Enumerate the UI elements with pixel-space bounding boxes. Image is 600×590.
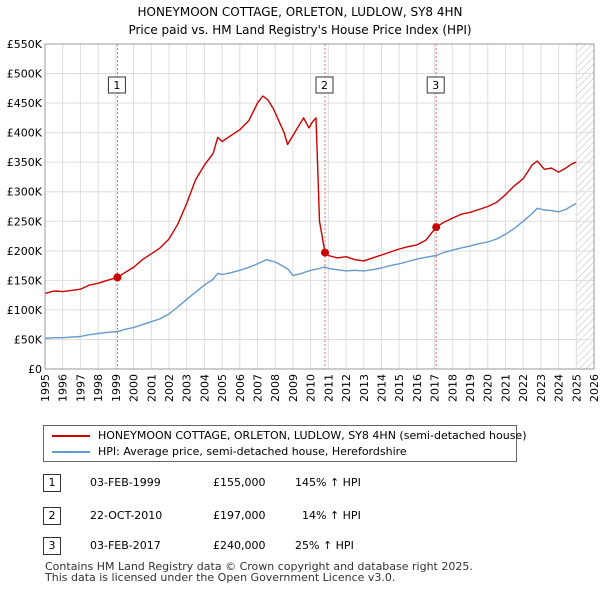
y-tick-label: £150K [7,274,43,287]
x-tick-label: 2004 [198,374,211,402]
x-tick-label: 2022 [517,374,530,402]
x-tick-label: 2000 [128,374,141,402]
y-tick-label: £100K [7,304,43,317]
sale-number-badge: 3 [43,537,61,555]
y-tick-label: £200K [7,245,43,258]
x-tick-label: 1995 [39,374,52,402]
price-chart: £0 £50K £100K £150K £200K £250K £300K £350K £400… [7,38,600,402]
sale-number-badge: 2 [43,507,61,525]
legend-label-hpi: HPI: Average price, semi-detached house,… [98,445,407,458]
x-tick-label: 2006 [234,374,247,402]
x-tick-label: 2013 [358,374,371,402]
x-tick-label: 2025 [570,374,583,402]
y-tick-label: £250K [7,215,43,228]
y-tick-label: £400K [7,127,43,140]
x-tick-label: 2026 [588,374,600,402]
x-tick-label: 2024 [553,374,566,402]
legend-swatch-hpi [52,451,90,453]
x-tick-label: 2015 [393,374,406,402]
x-tick-label: 2021 [499,374,512,402]
footer-attribution: Contains HM Land Registry data © Crown c… [45,561,473,583]
footer-line-1: Contains HM Land Registry data © Crown c… [45,560,473,573]
sale-price: £155,000 [213,476,266,489]
plot-border [44,43,595,370]
x-tick-label: 2010 [305,374,318,402]
series-line-property [44,95,577,295]
x-tick-label: 2016 [411,374,424,402]
x-tick-label: 2009 [287,374,300,402]
y-tick-label: £500K [7,68,43,81]
sale-badge-label: 3 [432,79,439,92]
x-tick-label: 1996 [57,374,70,402]
x-tick-label: 2008 [269,374,282,402]
chart-legend: HONEYMOON COTTAGE, ORLETON, LUDLOW, SY8 … [43,425,527,462]
y-tick-label: £550K [7,38,43,51]
y-tick-label: £50K [14,333,43,346]
x-tick-label: 2014 [375,374,388,402]
sale-badge-label: 2 [321,79,328,92]
chart-title-block: HONEYMOON COTTAGE, ORLETON, LUDLOW, SY8 … [0,3,600,39]
sale-point [113,273,122,282]
chart-subtitle: Price paid vs. HM Land Registry's House … [128,23,472,37]
x-tick-label: 2001 [145,374,158,402]
sale-badge-box [426,76,445,94]
sale-date: 22-OCT-2010 [90,509,163,522]
x-tick-label: 2018 [446,374,459,402]
x-tick-label: 2007 [252,374,265,402]
sale-point [320,248,329,257]
x-tick-label: 2005 [216,374,229,402]
x-tick-label: 2019 [464,374,477,402]
sale-badge-box [315,76,334,94]
x-tick-label: 2017 [429,374,442,402]
x-tick-label: 2023 [535,374,548,402]
y-tick-label: £350K [7,156,43,169]
x-tick-label: 2020 [482,374,495,402]
footer-line-2: This data is licensed under the Open Gov… [45,571,396,584]
legend-swatch-property [52,435,90,437]
chart-title: HONEYMOON COTTAGE, ORLETON, LUDLOW, SY8 … [137,5,463,19]
y-tick-label: £300K [7,186,43,199]
y-tick-label: £0 [28,363,42,376]
sale-number-badge: 1 [43,474,61,492]
x-tick-label: 2011 [322,374,335,402]
series-line-hpi [44,202,577,339]
sale-date: 03-FEB-1999 [90,476,161,489]
legend-label-property: HONEYMOON COTTAGE, ORLETON, LUDLOW, SY8 … [98,429,527,442]
sale-hpi-change: 145% ↑ HPI [295,476,361,489]
sale-badge-label: 1 [113,79,120,92]
x-tick-label: 2002 [163,374,176,402]
sale-date: 03-FEB-2017 [90,539,161,552]
x-tick-label: 1999 [110,374,123,402]
sale-price: £197,000 [213,509,266,522]
sale-badge-box [107,76,126,94]
sale-hpi-change: 25% ↑ HPI [295,539,354,552]
y-tick-label: £450K [7,97,43,110]
x-tick-label: 1997 [74,374,87,402]
x-tick-label: 2012 [340,374,353,402]
x-tick-label: 1998 [92,374,105,402]
forecast-hatched-region [576,44,594,369]
sale-point [432,223,441,232]
sale-hpi-change: 14% ↑ HPI [302,509,361,522]
x-tick-label: 2003 [181,374,194,402]
sale-price: £240,000 [213,539,266,552]
